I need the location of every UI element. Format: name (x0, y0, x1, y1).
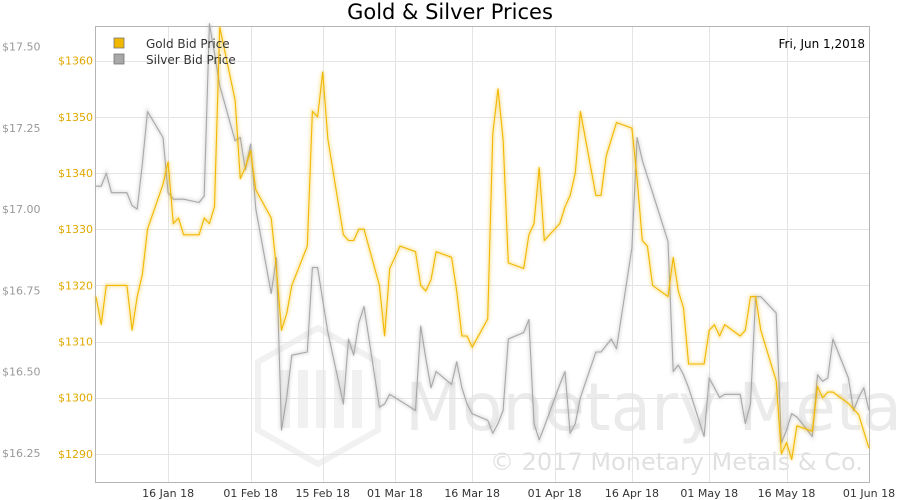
right-tick-label: $16.50 (2, 366, 41, 379)
right-tick-label: $16.75 (2, 284, 41, 297)
x-tick-label: 16 May 18 (758, 487, 816, 500)
x-tick-label: 01 Apr 18 (528, 487, 582, 500)
series-layer (94, 23, 871, 461)
right-tick-label: $17.00 (2, 203, 41, 216)
date-label: Fri, Jun 1,2018 (779, 37, 865, 51)
x-tick-label: 01 May 18 (680, 487, 738, 500)
x-axis: 16 Jan 18 01 Feb 18 15 Feb 18 01 Mar 18 16 M… (142, 487, 895, 500)
x-tick-label: 01 Mar 18 (367, 487, 423, 500)
legend-item-silver[interactable]: Silver Bid Price (113, 53, 236, 67)
legend-item-gold[interactable]: Gold Bid Price (113, 37, 230, 51)
legend-swatch-silver (113, 53, 125, 65)
left-tick-label: $1350 (58, 111, 93, 124)
x-tick-label: 01 Jun 18 (843, 487, 895, 500)
right-axis: $16.25 $16.50 $16.75 $17.00 $17.25 $17.50 (2, 41, 41, 460)
watermark-logo-icon (255, 324, 381, 468)
legend-swatch-gold (113, 37, 125, 49)
right-tick-label: $16.25 (2, 447, 41, 460)
left-tick-label: $1330 (58, 223, 93, 236)
watermark: Monetary Metals © 2017 Monetary Metals &… (255, 324, 900, 476)
x-tick-label: 16 Apr 18 (605, 487, 659, 500)
series-line-gold (95, 26, 870, 461)
right-tick-label: $17.25 (2, 122, 41, 135)
chart-title: Gold & Silver Prices (347, 0, 553, 24)
left-tick-label: $1290 (58, 448, 93, 461)
x-tick-label: 16 Mar 18 (444, 487, 500, 500)
legend-label-silver: Silver Bid Price (146, 53, 236, 67)
plot-frame (95, 26, 870, 483)
x-tick-label: 15 Feb 18 (296, 487, 350, 500)
legend-label-gold: Gold Bid Price (146, 37, 230, 51)
left-tick-label: $1300 (58, 392, 93, 405)
left-axis: $1290 $1300 $1310 $1320 $1330 $1340 $1350 $1360 (58, 55, 93, 461)
left-tick-label: $1340 (58, 167, 93, 180)
left-tick-label: $1360 (58, 55, 93, 68)
gridlines (96, 27, 870, 482)
legend: Gold Bid Price Silver Bid Price (113, 37, 236, 67)
x-tick-label: 01 Feb 18 (223, 487, 277, 500)
x-tick-label: 16 Jan 18 (142, 487, 194, 500)
left-tick-label: $1310 (58, 336, 93, 349)
right-tick-label: $17.50 (2, 41, 41, 54)
watermark-copyright: © 2017 Monetary Metals & Co. (490, 448, 863, 476)
left-tick-label: $1320 (58, 279, 93, 292)
